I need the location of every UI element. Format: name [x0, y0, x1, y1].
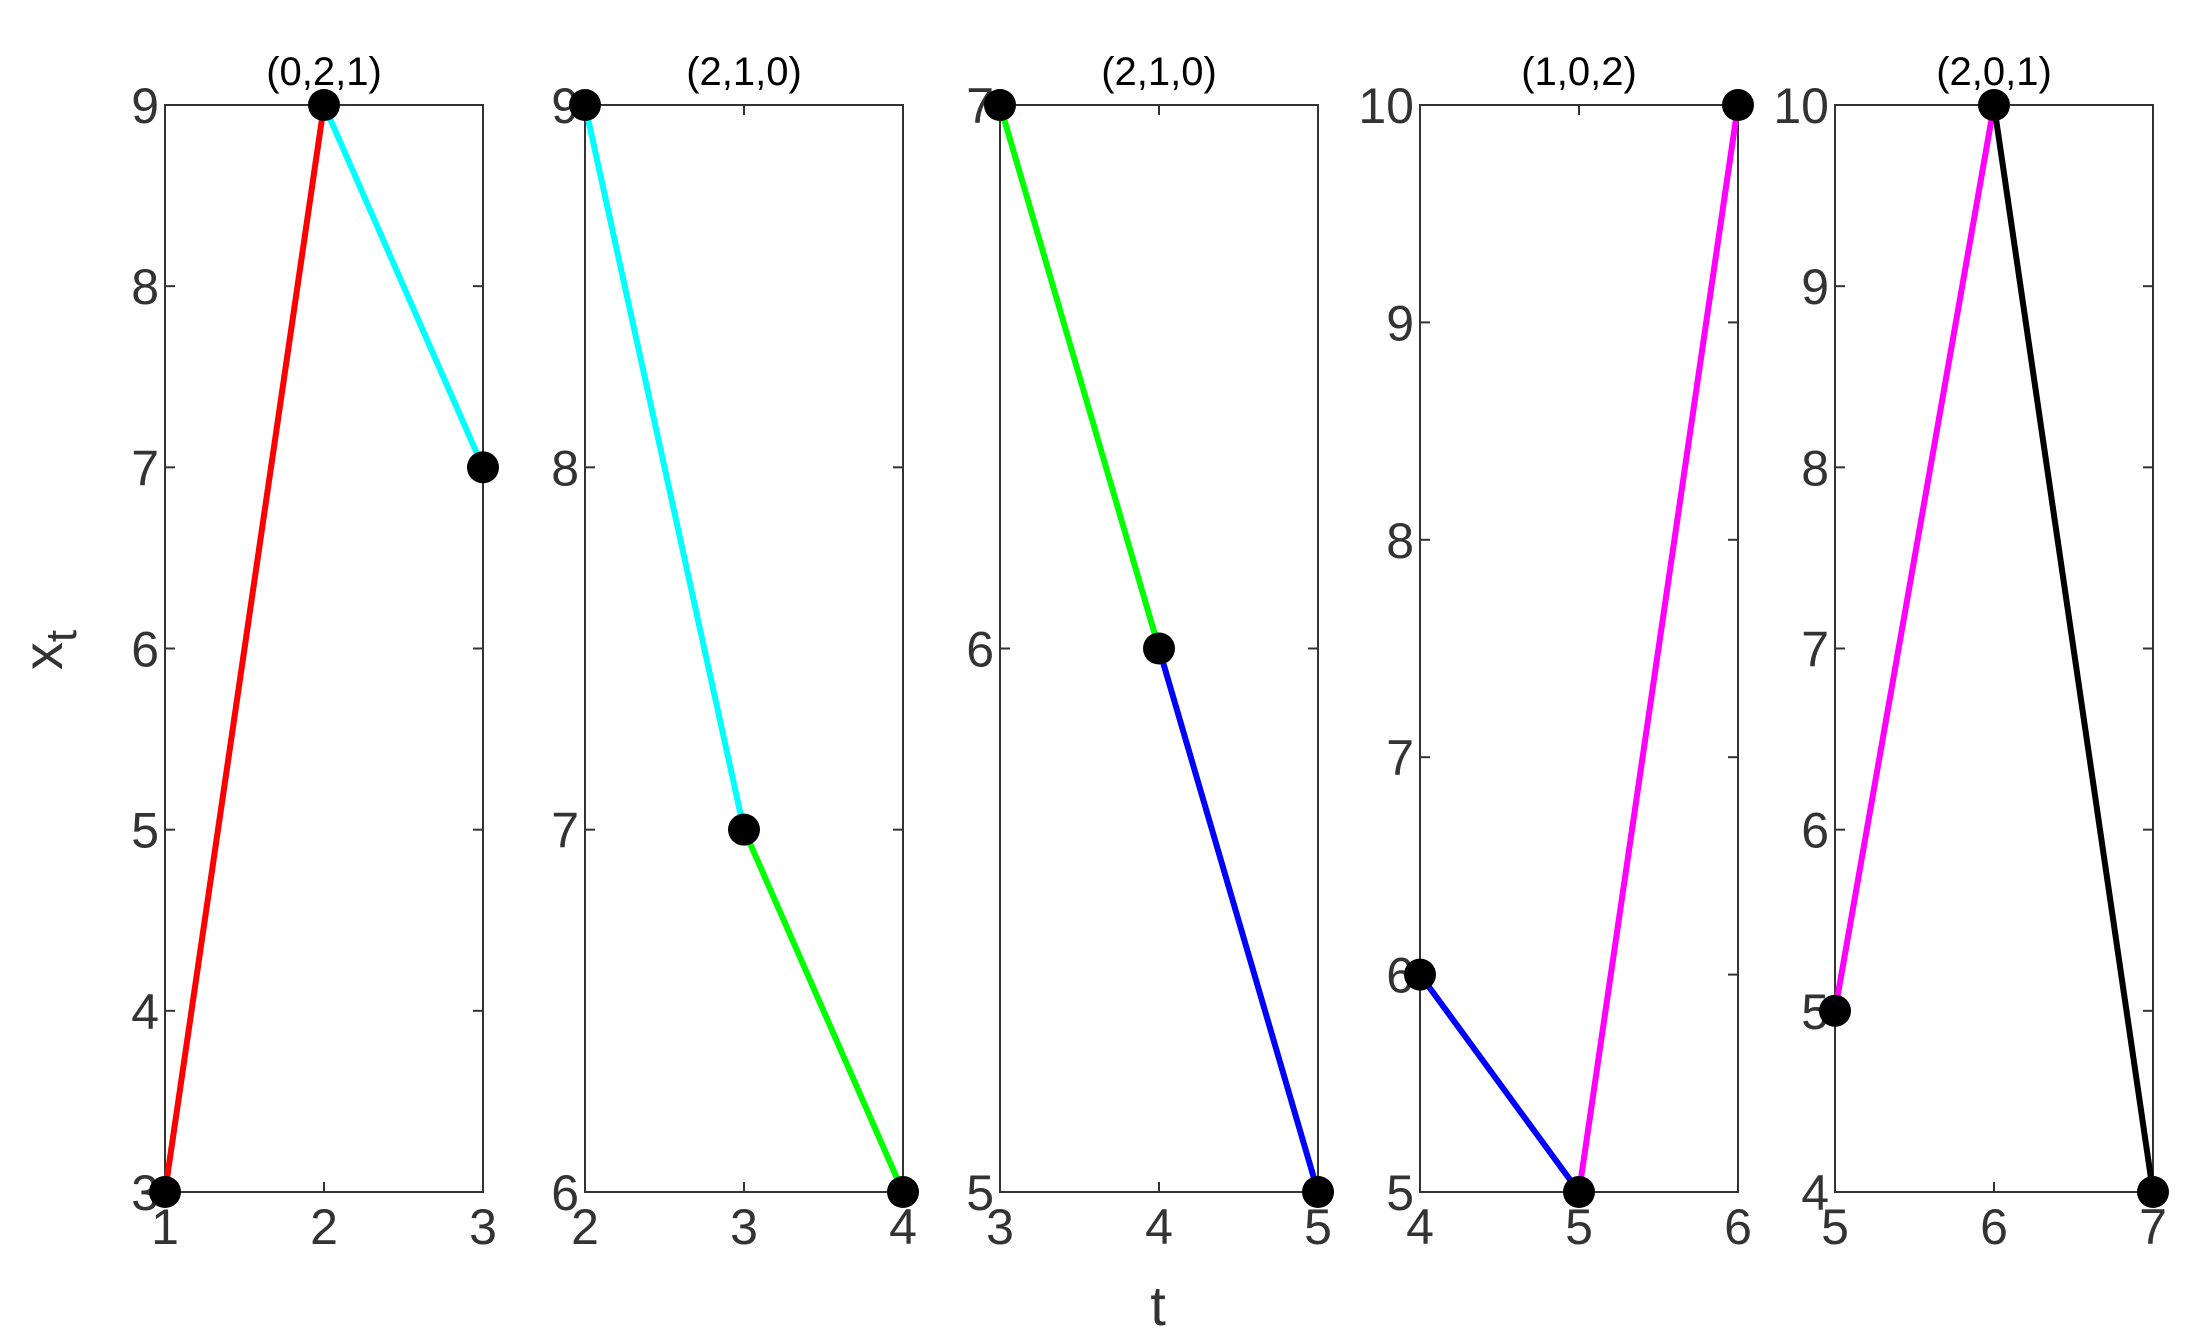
data-point	[1404, 958, 1436, 991]
y-tick-label: 8	[131, 259, 159, 315]
y-tick-label: 6	[966, 622, 994, 678]
series-segment	[162, 102, 327, 1195]
y-axis-label: xt	[11, 630, 86, 670]
data-point	[1302, 1176, 1334, 1208]
panel-frame	[164, 104, 484, 1193]
y-tick-label: 8	[1386, 513, 1414, 569]
y-tick-label: 7	[131, 440, 159, 496]
panel-title: (2,1,0)	[1101, 50, 1217, 94]
x-tick-label: 7	[2139, 1199, 2167, 1255]
x-tick-label: 6	[1724, 1199, 1752, 1255]
panel-title: (0,2,1)	[266, 50, 382, 94]
series-segment	[741, 826, 906, 1195]
x-tick-label: 5	[1565, 1199, 1593, 1255]
panel-frame	[1834, 104, 2154, 1193]
y-tick-label: 10	[1358, 78, 1414, 134]
panel-frame	[1419, 104, 1739, 1193]
x-tick-label: 5	[1821, 1199, 1849, 1255]
data-point	[1722, 89, 1754, 121]
series-segment	[1576, 102, 1741, 1195]
x-tick-label: 6	[1980, 1199, 2008, 1255]
y-tick-label: 6	[551, 1165, 579, 1221]
x-tick-label: 2	[310, 1199, 338, 1255]
x-tick-label: 3	[986, 1199, 1014, 1255]
data-point	[2137, 1176, 2169, 1208]
x-tick-label: 4	[1145, 1199, 1173, 1255]
x-tick-label: 3	[730, 1199, 758, 1255]
data-point	[1143, 632, 1175, 665]
y-tick-label: 4	[131, 984, 159, 1040]
data-point	[467, 451, 499, 484]
y-tick-label: 7	[1386, 730, 1414, 786]
x-tick-label: 3	[469, 1199, 497, 1255]
y-axis-label-main: x	[11, 642, 74, 670]
series-segment	[1417, 971, 1582, 1195]
y-tick-label: 9	[1386, 295, 1414, 351]
x-tick-label: 4	[889, 1199, 917, 1255]
data-point	[984, 89, 1016, 121]
y-tick-label: 7	[551, 803, 579, 859]
y-tick-label: 9	[131, 78, 159, 134]
x-tick-label: 5	[1304, 1199, 1332, 1255]
panel-title: (1,0,2)	[1521, 50, 1637, 94]
data-point	[1819, 994, 1851, 1027]
y-tick-label: 10	[1773, 78, 1829, 134]
panel-title: (2,0,1)	[1936, 50, 2052, 94]
data-point	[308, 89, 340, 121]
y-tick-label: 8	[1801, 440, 1829, 496]
series-segment	[1156, 645, 1321, 1195]
data-point	[149, 1176, 181, 1208]
y-tick-label: 5	[1386, 1165, 1414, 1221]
series-segment	[997, 102, 1162, 652]
y-tick-label: 4	[1801, 1165, 1829, 1221]
x-tick-label: 4	[1406, 1199, 1434, 1255]
y-tick-label: 9	[1801, 259, 1829, 315]
y-tick-label: 6	[131, 622, 159, 678]
x-tick-label: 2	[571, 1199, 599, 1255]
y-axis-label-subscript: t	[37, 630, 86, 642]
data-point	[887, 1176, 919, 1208]
y-tick-label: 8	[551, 440, 579, 496]
y-tick-label: 5	[966, 1165, 994, 1221]
series-segment	[1991, 102, 2156, 1195]
x-axis-label: t	[1150, 1274, 1166, 1337]
series-segment	[321, 102, 486, 471]
data-point	[1563, 1176, 1595, 1208]
y-tick-label: 5	[131, 803, 159, 859]
x-tick-label: 1	[151, 1199, 179, 1255]
panel-frame	[584, 104, 904, 1193]
series-segment	[1832, 102, 1997, 1014]
data-point	[1978, 89, 2010, 121]
y-tick-label: 7	[1801, 622, 1829, 678]
panel-title: (2,1,0)	[686, 50, 802, 94]
data-point	[728, 813, 760, 846]
series-segment	[582, 102, 747, 833]
y-tick-label: 6	[1801, 803, 1829, 859]
data-point	[569, 89, 601, 121]
